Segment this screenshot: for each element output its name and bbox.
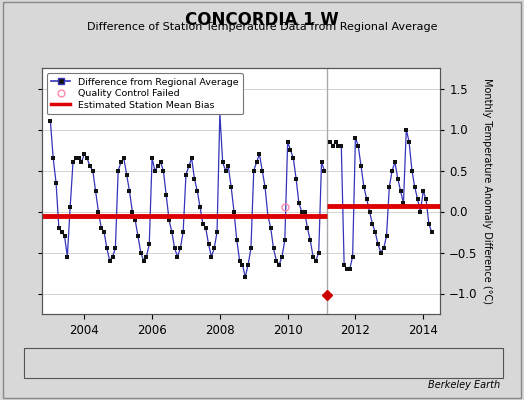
Text: Difference of Station Temperature Data from Regional Average: Difference of Station Temperature Data f…: [87, 22, 437, 32]
Text: Station Move: Station Move: [45, 358, 104, 368]
Text: ◆: ◆: [34, 358, 41, 368]
Text: ▼: ▼: [238, 358, 246, 368]
Text: Record Gap: Record Gap: [155, 358, 207, 368]
Legend: Difference from Regional Average, Quality Control Failed, Estimated Station Mean: Difference from Regional Average, Qualit…: [47, 73, 243, 114]
Text: CONCORDIA 1 W: CONCORDIA 1 W: [185, 11, 339, 29]
Y-axis label: Monthly Temperature Anomaly Difference (°C): Monthly Temperature Anomaly Difference (…: [482, 78, 492, 304]
Text: Time of Obs. Change: Time of Obs. Change: [249, 358, 343, 368]
Text: Berkeley Earth: Berkeley Earth: [428, 380, 500, 390]
Text: Empirical Break: Empirical Break: [385, 358, 456, 368]
Text: ■: ■: [375, 358, 384, 368]
Text: ▲: ▲: [144, 358, 151, 368]
